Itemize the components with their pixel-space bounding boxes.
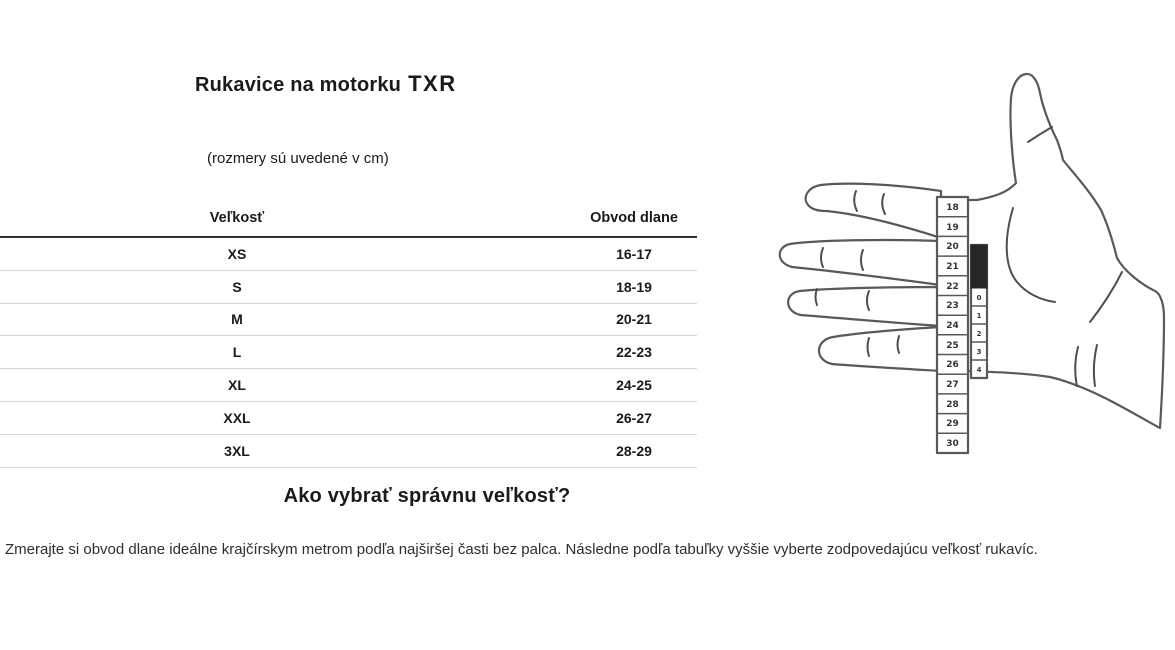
pinky-crease: [866, 337, 870, 357]
tape-number: 25: [946, 341, 959, 351]
tape-number: 20: [946, 242, 959, 252]
column-header-size: Veľkosť: [209, 210, 265, 226]
table-header-row: Veľkosť Obvod dlane: [0, 200, 697, 238]
column-header-circumference: Obvod dlane: [590, 210, 678, 226]
size-cell: L: [232, 344, 242, 361]
middle-crease: [860, 249, 864, 271]
ring-finger: [787, 285, 943, 328]
hand-outline: [939, 72, 1166, 430]
size-cell: 3XL: [224, 442, 250, 459]
wrist-crease: [1074, 346, 1079, 387]
tape-number: 19: [946, 223, 959, 233]
tape-number: 30: [946, 439, 959, 449]
table-row: M 20-21: [0, 304, 697, 337]
palm-line: [1089, 271, 1123, 323]
units-note: (rozmery sú uvedené v cm): [207, 150, 389, 167]
tape-end-number: 2: [977, 330, 982, 338]
brand-name: TXR: [408, 71, 457, 96]
tape-end-number: 3: [977, 348, 982, 356]
guide-instructions: Zmerajte si obvod dlane ideálne krajčírs…: [5, 541, 1038, 558]
table-row: XS 16-17: [0, 238, 697, 271]
circumference-cell: 20-21: [616, 311, 652, 328]
tape-number: 28: [946, 400, 959, 410]
tape-end-number: 4: [977, 366, 982, 374]
thumb-crease: [1027, 126, 1053, 143]
tape-number: 23: [946, 301, 959, 311]
tape-body: [935, 195, 970, 455]
page-title: Rukavice na motorku TXR: [195, 71, 457, 97]
size-cell: S: [232, 278, 242, 295]
circumference-cell: 18-19: [616, 278, 652, 295]
wrist-crease: [1092, 344, 1098, 387]
page-title-text: Rukavice na motorku: [195, 74, 402, 96]
size-cell: XS: [227, 245, 247, 262]
circumference-cell: 22-23: [616, 344, 652, 361]
middle-crease: [820, 247, 824, 268]
tape-end-clip: [970, 244, 988, 289]
pinky-crease: [896, 335, 900, 354]
circumference-cell: 24-25: [616, 377, 652, 394]
size-cell: XXL: [223, 409, 251, 426]
size-table: Veľkosť Obvod dlane XS 16-17 S 18-19 M 2…: [0, 200, 697, 468]
circumference-cell: 28-29: [616, 442, 652, 459]
index-crease: [881, 193, 886, 215]
hand-measurement-illustration: 18 19 20 21 22 23 24 25 26 27 28 29 30: [745, 60, 1175, 460]
size-cell: XL: [228, 377, 246, 394]
pinky-finger: [817, 325, 943, 373]
table-row: 3XL 28-29: [0, 435, 697, 468]
hand-measuring-tape-drawing: 18 19 20 21 22 23 24 25 26 27 28 29 30: [778, 72, 1166, 455]
tape-number: 29: [946, 419, 959, 429]
tape-number: 27: [946, 380, 959, 390]
size-cell: M: [231, 311, 243, 328]
skin-crease-lines: [814, 126, 1123, 387]
index-crease: [853, 190, 858, 212]
table-row: XL 24-25: [0, 369, 697, 402]
palm-life-line: [1005, 207, 1056, 303]
tape-number: 26: [946, 360, 959, 370]
circumference-cell: 16-17: [616, 245, 652, 262]
tape-end-number: 1: [977, 312, 982, 320]
table-row: L 22-23: [0, 336, 697, 370]
tape-number: 21: [946, 262, 959, 272]
index-finger: [804, 182, 943, 240]
tape-number: 22: [946, 282, 959, 292]
ring-crease: [814, 288, 818, 306]
tape-end-number: 0: [977, 294, 982, 302]
tape-number: 24: [946, 321, 959, 331]
tape-end-overlap: 0 1 2 3 4: [969, 243, 989, 380]
measuring-tape: 18 19 20 21 22 23 24 25 26 27 28 29 30: [935, 195, 970, 455]
ring-crease: [866, 290, 870, 311]
tape-number: 18: [946, 203, 959, 213]
table-row: XXL 26-27: [0, 402, 697, 435]
guide-heading: Ako vybrať správnu veľkosť?: [283, 485, 571, 507]
table-row: S 18-19: [0, 271, 697, 304]
circumference-cell: 26-27: [616, 409, 652, 426]
